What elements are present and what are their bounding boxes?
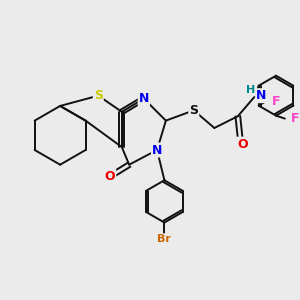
Text: N: N [256,89,266,102]
Text: O: O [105,170,116,183]
Text: N: N [152,143,162,157]
Text: O: O [237,138,247,151]
Text: N: N [139,92,149,105]
Text: Br: Br [158,234,171,244]
Text: S: S [189,104,198,117]
Text: F: F [272,95,281,108]
Text: H: H [245,85,255,95]
Text: F: F [291,112,299,125]
Text: S: S [94,89,103,102]
